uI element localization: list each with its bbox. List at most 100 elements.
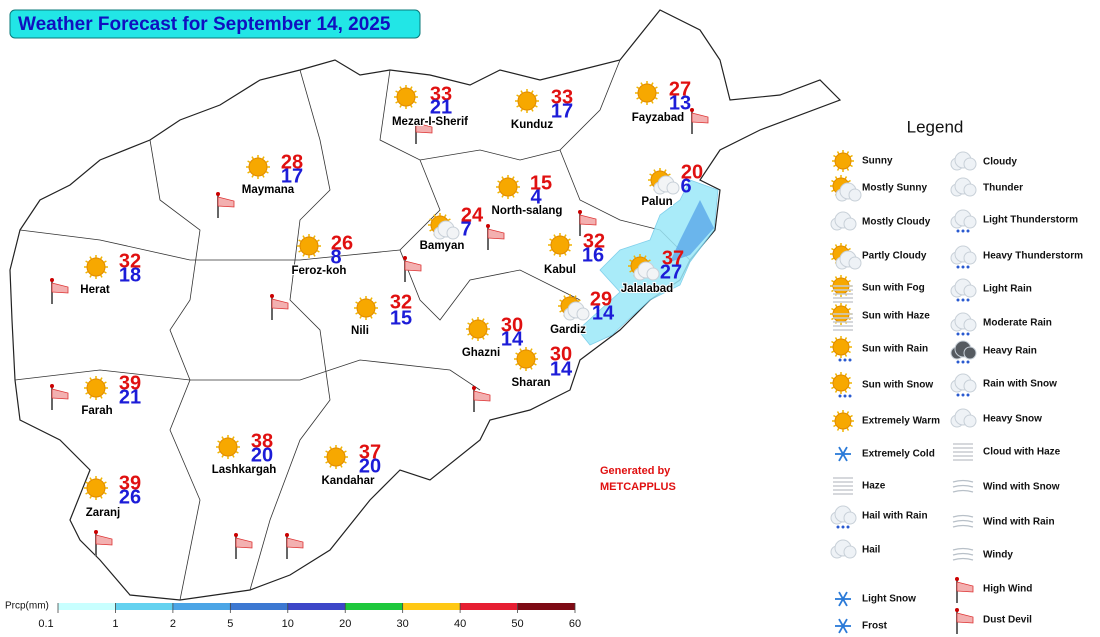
max-temp: 33 (551, 86, 573, 108)
sun-ray (443, 214, 447, 218)
flag-top (270, 294, 274, 298)
legend-title: Legend (907, 117, 964, 136)
max-temp: 37 (662, 247, 684, 269)
drop (961, 393, 965, 397)
drop (961, 229, 965, 233)
drop (836, 525, 840, 529)
wind-sock (271, 298, 289, 310)
sun-ray (533, 362, 537, 366)
sun-disc (248, 157, 268, 177)
cloud-icon (950, 312, 977, 332)
city-name: Ghazni (462, 347, 500, 359)
flag-top (50, 384, 54, 388)
cloud-icon (950, 177, 977, 197)
sun-disc (326, 447, 346, 467)
wind-sock (235, 537, 253, 549)
wind-sock (95, 534, 113, 546)
drop (956, 265, 960, 269)
sun-ray (654, 96, 658, 100)
min-temp: 8 (330, 246, 341, 268)
flag-top (403, 256, 407, 260)
cloud-icon (633, 261, 660, 281)
sun-ray (654, 86, 658, 90)
sun-disc (832, 338, 850, 356)
legend-item: Heavy Thunderstorm (983, 251, 1083, 262)
max-temp: 27 (669, 78, 691, 100)
city-name: Maymana (242, 184, 295, 196)
cloud-part (843, 545, 857, 559)
sun-icon (515, 89, 539, 113)
sun-ray (235, 450, 239, 454)
sun-ray (312, 235, 316, 239)
sun-ray (636, 86, 640, 90)
cloud-icon (830, 505, 857, 525)
cloud-part (963, 284, 977, 298)
scale-tick-label: 10 (282, 618, 294, 630)
drop (966, 360, 970, 364)
min-temp: 14 (592, 302, 615, 324)
flag-top (285, 533, 289, 537)
wind-line (952, 479, 974, 483)
border (379, 59, 621, 161)
sun-ray (501, 176, 505, 180)
sun-disc (637, 83, 657, 103)
sun-ray (247, 170, 251, 174)
wind-line (952, 489, 974, 493)
min-temp: 26 (119, 486, 141, 508)
sun-ray (834, 176, 838, 180)
cloud-part (646, 267, 660, 281)
legend-item: Heavy Snow (983, 414, 1042, 425)
flag-top (472, 386, 476, 390)
sun-ray (511, 194, 515, 198)
cloud-icon (433, 220, 460, 240)
drop (966, 298, 970, 302)
wind-line (952, 552, 974, 556)
cloud-part (848, 188, 862, 202)
max-temp: 28 (281, 151, 303, 173)
city-name: Jalalabad (621, 283, 673, 295)
sun-icon (84, 376, 108, 400)
sun-ray (836, 151, 840, 155)
drop (961, 265, 965, 269)
sun-disc (396, 87, 416, 107)
flag-top (94, 530, 98, 534)
wind-line (952, 519, 974, 523)
scale-tick-label: 1 (112, 618, 118, 630)
cloud-icon (950, 209, 977, 229)
cloud-part (843, 511, 857, 525)
sun-ray (549, 248, 553, 252)
max-temp: 33 (430, 83, 452, 105)
scale-segment (58, 603, 116, 610)
drop (961, 298, 965, 302)
sun-ray (515, 180, 519, 184)
border (149, 139, 201, 601)
sun-ray (251, 174, 255, 178)
cloud-part (963, 379, 977, 393)
city-name: Fayzabad (632, 112, 684, 124)
sun-ray (501, 194, 505, 198)
scale-tick-label: 50 (511, 618, 523, 630)
sun-disc (834, 412, 852, 430)
map-title: Weather Forecast for September 14, 2025 (18, 14, 391, 35)
title-box (9, 9, 421, 39)
scale-tick-label: 60 (569, 618, 581, 630)
sun-ray (534, 94, 538, 98)
drop (848, 394, 852, 398)
snowflake (838, 446, 848, 462)
sun-icon (830, 336, 852, 358)
cloud-icon (950, 373, 977, 393)
max-temp: 30 (550, 343, 572, 365)
flag-top (414, 118, 418, 122)
border (19, 229, 401, 261)
cloud-icon (950, 245, 977, 265)
sun-icon (324, 445, 348, 469)
legend-item: Dust Devil (983, 615, 1032, 626)
sun-icon (466, 317, 490, 341)
legend-item: Sun with Rain (862, 344, 928, 355)
max-temp: 24 (461, 204, 484, 226)
sun-ray (515, 362, 519, 366)
city-name: Zaranj (86, 507, 121, 519)
sun-icon (354, 296, 378, 320)
flag-top (690, 108, 694, 112)
legend-item: High Wind (983, 584, 1032, 595)
